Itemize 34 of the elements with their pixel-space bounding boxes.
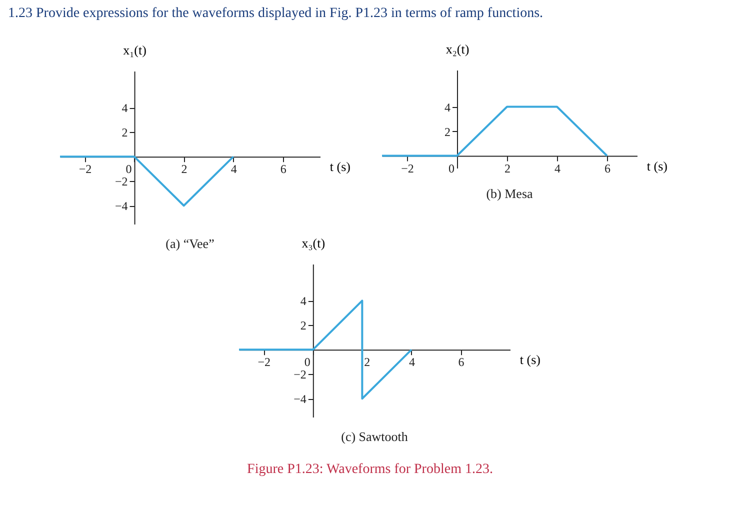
x-tick-label: 2 bbox=[181, 162, 188, 176]
x-tick-label: 2 bbox=[364, 355, 370, 370]
x-tick-label: 2 bbox=[504, 161, 510, 176]
y-axis-title: x₁(t) bbox=[123, 42, 146, 58]
x-tick-label: −2 bbox=[401, 161, 414, 176]
caption: Figure P1.23: Waveforms for Problem 1.23. bbox=[246, 462, 494, 478]
x-tick-label: −2 bbox=[258, 355, 271, 370]
text: (c) Sawtooth bbox=[341, 429, 408, 444]
y-tick-label: −2 bbox=[115, 174, 128, 189]
x-axis-title: t (s) bbox=[646, 158, 668, 174]
text: 1.23 Provide expressions for the waveforms displayed in Fig. P1.23 in terms of ramp functions. bbox=[8, 6, 544, 22]
x-tick-label: 0 bbox=[304, 355, 310, 370]
text: (a) “Vee” bbox=[166, 236, 215, 251]
x-tick-label: 6 bbox=[604, 161, 610, 176]
x-tick-label: 0 bbox=[126, 162, 132, 176]
y-axis-title: x₂(t) bbox=[446, 42, 470, 56]
y-tick-label: −2 bbox=[294, 368, 306, 382]
x-tick-label: 4 bbox=[230, 162, 237, 176]
x-tick-label: 4 bbox=[408, 355, 415, 370]
y-tick-label: 2 bbox=[300, 318, 306, 333]
x-tick-label: 4 bbox=[554, 161, 560, 176]
y-tick-label: −4 bbox=[294, 392, 306, 406]
x-tick-label: 0 bbox=[448, 161, 454, 176]
x-tick-label: 6 bbox=[280, 162, 286, 176]
text: (b) Mesa bbox=[486, 186, 534, 201]
x-axis-title: t (s) bbox=[520, 352, 540, 368]
y-tick-label: 2 bbox=[122, 126, 128, 140]
y-tick-label: 4 bbox=[300, 294, 306, 308]
x-axis-title: t (s) bbox=[330, 159, 350, 174]
y-axis-title: x₃(t) bbox=[302, 236, 326, 250]
x-tick-label: −2 bbox=[78, 162, 92, 176]
x-tick-label: 6 bbox=[458, 355, 464, 370]
y-tick-label: 4 bbox=[122, 101, 128, 116]
y-tick-label: −4 bbox=[115, 199, 128, 214]
